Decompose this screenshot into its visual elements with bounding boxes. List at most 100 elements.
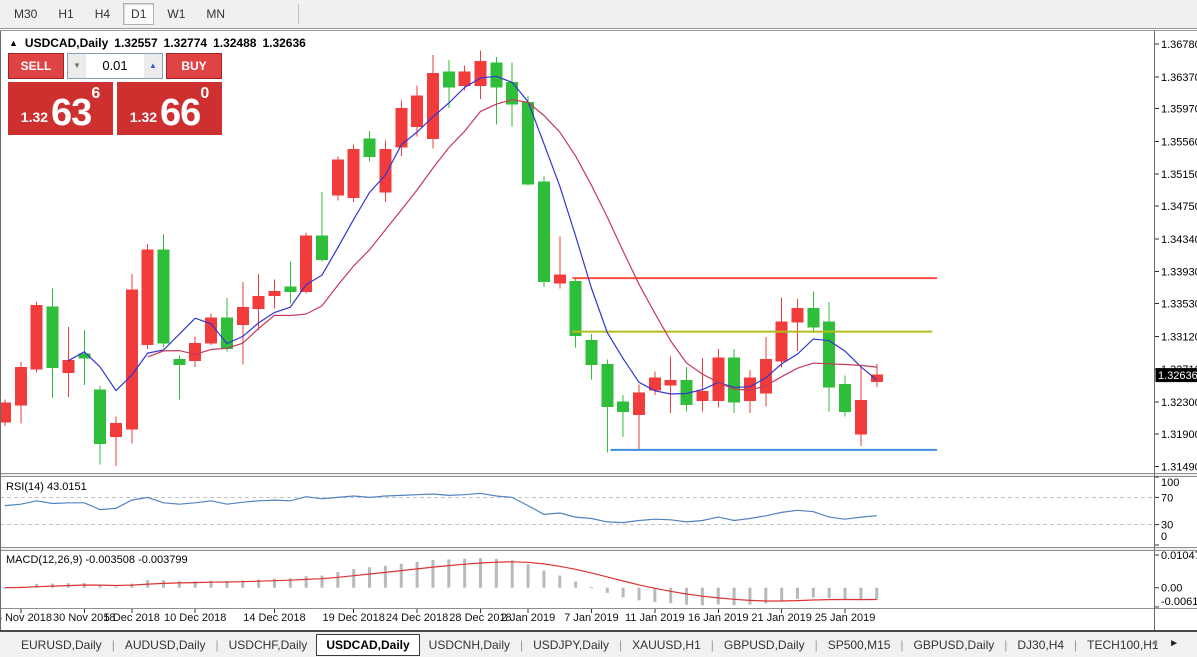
tab-separator: | bbox=[215, 637, 219, 652]
volume-stepper[interactable]: ▼ 0.01 ▲ bbox=[67, 53, 163, 79]
chart-ohlc-header: ▲ USDCAD,Daily 1.32557 1.32774 1.32488 1… bbox=[9, 36, 306, 50]
svg-text:1.32300: 1.32300 bbox=[1161, 397, 1197, 409]
svg-text:26 Nov 2018: 26 Nov 2018 bbox=[0, 612, 52, 624]
svg-text:30 Nov 2018: 30 Nov 2018 bbox=[53, 612, 115, 624]
timeframe-button-M30[interactable]: M30 bbox=[6, 3, 45, 25]
svg-text:28 Dec 2018: 28 Dec 2018 bbox=[449, 612, 511, 624]
symbol-tab-usdchf-daily[interactable]: USDCHF,Daily bbox=[228, 637, 308, 652]
symbol-tab-gbpusd-daily[interactable]: GBPUSD,Daily bbox=[913, 637, 995, 652]
svg-text:0: 0 bbox=[1161, 531, 1167, 543]
symbol-tab-bar: EURUSD,Daily | AUDUSD,Daily | USDCHF,Daily US… bbox=[0, 631, 1197, 657]
sell-price-figure: 1.32 bbox=[20, 109, 49, 125]
trade-controls-row: SELL ▼ 0.01 ▲ BUY bbox=[8, 53, 222, 79]
timeframe-button-W1[interactable]: W1 bbox=[159, 3, 193, 25]
trade-price-tiles: 1.32 63 6 1.32 66 0 bbox=[8, 82, 222, 135]
collapse-triangle-icon[interactable]: ▲ bbox=[9, 38, 18, 48]
sell-price-pips: 63 bbox=[51, 92, 92, 134]
ma-slow-line bbox=[147, 98, 877, 392]
sell-button[interactable]: SELL bbox=[8, 53, 64, 79]
svg-text:1.31490: 1.31490 bbox=[1161, 462, 1197, 474]
symbol-tab-sp500-m15[interactable]: SP500,M15 bbox=[827, 637, 891, 652]
ma-fast-line bbox=[68, 75, 878, 395]
sell-price-tile[interactable]: 1.32 63 6 bbox=[8, 82, 113, 135]
timeframe-button-MN[interactable]: MN bbox=[198, 3, 233, 25]
macd-pane: MACD(12,26,9) -0.003508 -0.003799 0.01047… bbox=[3, 550, 1197, 608]
symbol-tab-gbpusd-daily[interactable]: GBPUSD,Daily bbox=[723, 637, 805, 652]
svg-text:0.00: 0.00 bbox=[1161, 583, 1182, 595]
timeframe-button-H1[interactable]: H1 bbox=[50, 3, 81, 25]
symbol-tab-usdjpy-daily[interactable]: USDJPY,Daily bbox=[533, 637, 609, 652]
buy-price-pips: 66 bbox=[160, 92, 201, 134]
tab-separator: | bbox=[900, 637, 904, 652]
svg-text:30: 30 bbox=[1161, 520, 1173, 532]
svg-text:2 Jan 2019: 2 Jan 2019 bbox=[501, 612, 555, 624]
tab-scroll-left-icon[interactable]: ◄ bbox=[1149, 638, 1170, 649]
svg-text:14 Dec 2018: 14 Dec 2018 bbox=[243, 612, 305, 624]
svg-text:1.33930: 1.33930 bbox=[1161, 267, 1197, 279]
volume-increase-button[interactable]: ▲ bbox=[144, 54, 162, 78]
symbol-tab-dj30-h4[interactable]: DJ30,H4 bbox=[1017, 637, 1065, 652]
svg-text:11 Jan 2019: 11 Jan 2019 bbox=[625, 612, 685, 624]
symbol-tab-audusd-daily[interactable]: AUDUSD,Daily bbox=[124, 637, 206, 652]
price-axis[interactable]: 1.36780 1.36370 1.35970 1.35560 1.35150 1.347… bbox=[1155, 39, 1197, 474]
svg-text:16 Jan 2019: 16 Jan 2019 bbox=[688, 612, 749, 624]
ohlc-high: 1.32774 bbox=[163, 36, 208, 50]
tab-scroll-arrows[interactable]: ◄► bbox=[1149, 638, 1189, 649]
rsi-label: RSI(14) 43.0151 bbox=[6, 481, 87, 493]
svg-text:1.35560: 1.35560 bbox=[1161, 136, 1197, 148]
svg-text:1.33530: 1.33530 bbox=[1161, 299, 1197, 311]
tab-separator: | bbox=[111, 637, 115, 652]
toolbar-divider bbox=[298, 4, 300, 24]
svg-text:25 Jan 2019: 25 Jan 2019 bbox=[815, 612, 876, 624]
ohlc-low: 1.32488 bbox=[213, 36, 257, 50]
svg-text:1.32636: 1.32636 bbox=[1158, 370, 1197, 382]
svg-text:21 Jan 2019: 21 Jan 2019 bbox=[751, 612, 812, 624]
symbol-tab-tech100-h1[interactable]: TECH100,H1 bbox=[1087, 637, 1159, 652]
tab-separator: | bbox=[710, 637, 714, 652]
ohlc-close: 1.32636 bbox=[262, 36, 306, 50]
svg-text:1.33120: 1.33120 bbox=[1161, 331, 1197, 343]
rsi-line bbox=[4, 492, 877, 524]
ohlc-open: 1.32557 bbox=[114, 36, 158, 50]
symbol-tab-eurusd-daily[interactable]: EURUSD,Daily bbox=[21, 637, 102, 652]
timeframe-buttons: M30 H1 H4 D1 W1 MN bbox=[6, 3, 238, 25]
chart-symbol-label: USDCAD,Daily bbox=[24, 36, 109, 50]
svg-text:7 Jan 2019: 7 Jan 2019 bbox=[564, 612, 618, 624]
current-price-tag: 1.32636 bbox=[1155, 368, 1197, 383]
svg-text:1.36780: 1.36780 bbox=[1161, 39, 1197, 51]
buy-price-tile[interactable]: 1.32 66 0 bbox=[117, 82, 222, 135]
svg-text:100: 100 bbox=[1161, 477, 1179, 489]
svg-text:-0.006164: -0.006164 bbox=[1161, 596, 1197, 608]
svg-text:1.31900: 1.31900 bbox=[1161, 429, 1197, 441]
buy-price-point: 0 bbox=[200, 85, 210, 102]
buy-button[interactable]: BUY bbox=[166, 53, 222, 79]
svg-text:19 Dec 2018: 19 Dec 2018 bbox=[323, 612, 385, 624]
macd-label: MACD(12,26,9) -0.003508 -0.003799 bbox=[6, 554, 188, 566]
tab-separator: | bbox=[814, 637, 818, 652]
symbol-tabs: EURUSD,Daily | AUDUSD,Daily | USDCHF,Daily US… bbox=[12, 633, 1168, 656]
one-click-trading-panel: SELL ▼ 0.01 ▲ BUY 1.32 63 6 1.32 66 0 bbox=[8, 53, 222, 135]
tab-separator: | bbox=[618, 637, 623, 652]
timeframe-button-D1[interactable]: D1 bbox=[123, 3, 155, 25]
symbol-tab-usdcnh-daily[interactable]: USDCNH,Daily bbox=[428, 637, 511, 652]
sell-price-point: 6 bbox=[91, 85, 101, 102]
symbol-tab-usdcad-daily[interactable]: USDCAD,Daily bbox=[316, 633, 420, 656]
svg-text:5 Dec 2018: 5 Dec 2018 bbox=[104, 612, 160, 624]
rsi-pane: RSI(14) 43.0151 100 70 300 bbox=[0, 476, 1179, 546]
macd-signal-line bbox=[4, 561, 877, 602]
svg-text:24 Dec 2018: 24 Dec 2018 bbox=[386, 612, 448, 624]
volume-value[interactable]: 0.01 bbox=[102, 58, 128, 73]
svg-text:1.36370: 1.36370 bbox=[1161, 72, 1197, 84]
timeframe-button-H4[interactable]: H4 bbox=[87, 3, 118, 25]
volume-decrease-button[interactable]: ▼ bbox=[68, 54, 86, 78]
tab-separator: | bbox=[1004, 637, 1008, 652]
buy-price-figure: 1.32 bbox=[129, 109, 158, 125]
svg-text:0.010471: 0.010471 bbox=[1161, 550, 1197, 562]
tab-scroll-right-icon[interactable]: ► bbox=[1169, 638, 1189, 649]
svg-text:70: 70 bbox=[1161, 492, 1173, 504]
symbol-tab-xauusd-h1[interactable]: XAUUSD,H1 bbox=[632, 637, 701, 652]
svg-text:1.35970: 1.35970 bbox=[1161, 104, 1197, 116]
